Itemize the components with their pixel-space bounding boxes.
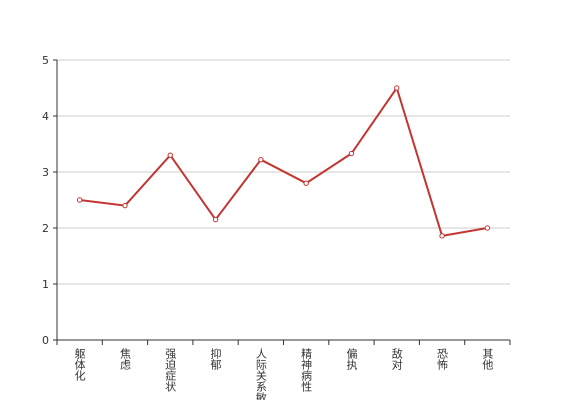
y-tick-label: 0 bbox=[42, 334, 49, 347]
x-tick-label: 其他 bbox=[481, 348, 494, 370]
y-tick-label: 3 bbox=[42, 166, 49, 179]
point bbox=[484, 225, 491, 231]
line bbox=[79, 85, 488, 237]
x-tick-label: 强迫症状 bbox=[164, 348, 177, 392]
point bbox=[348, 150, 355, 157]
point bbox=[167, 152, 173, 158]
x-tick-label: 精神病性 bbox=[300, 348, 313, 393]
y-tick-label: 1 bbox=[42, 278, 49, 291]
point bbox=[439, 233, 445, 239]
x-tick-label: 焦虑 bbox=[118, 348, 131, 370]
y-tick-label: 4 bbox=[42, 110, 49, 123]
point bbox=[122, 202, 128, 209]
point bbox=[258, 156, 264, 163]
x-tick-label: 躯体化 bbox=[73, 348, 86, 382]
x-tick-label: 恐怖 bbox=[436, 348, 449, 370]
x-tick-label: 敌对 bbox=[390, 347, 403, 370]
x-tick-label: 抑郁 bbox=[209, 347, 222, 370]
x-tick-label: 人际关系敏感 bbox=[254, 348, 267, 400]
point bbox=[303, 180, 309, 186]
y-tick-label: 5 bbox=[42, 54, 49, 67]
point bbox=[394, 85, 400, 91]
y-tick-label: 2 bbox=[42, 222, 49, 235]
point bbox=[212, 216, 219, 223]
x-tick-label: 偏执 bbox=[345, 347, 358, 371]
point bbox=[76, 197, 83, 203]
